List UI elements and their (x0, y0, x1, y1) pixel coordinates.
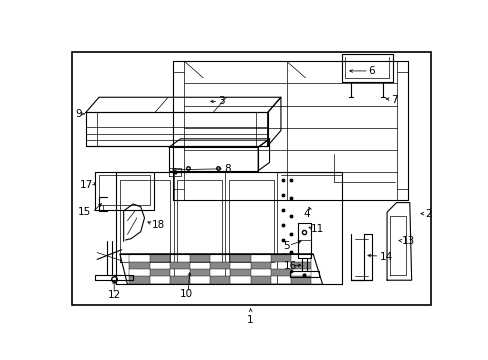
Bar (210, 262, 230, 269)
Bar (189, 269, 210, 276)
Bar (270, 269, 290, 276)
Text: 11: 11 (311, 224, 324, 234)
Text: 7: 7 (390, 95, 397, 105)
Text: 12: 12 (107, 291, 121, 301)
Bar (189, 255, 210, 262)
Text: 17: 17 (80, 180, 93, 190)
Bar (169, 262, 189, 269)
Text: 16: 16 (283, 261, 296, 271)
Bar (250, 262, 270, 269)
Bar (129, 262, 149, 269)
Bar (129, 276, 149, 284)
Text: 8: 8 (224, 164, 230, 174)
Text: 3: 3 (218, 96, 224, 107)
Bar (290, 276, 311, 284)
Text: 10: 10 (179, 289, 192, 299)
Bar (250, 276, 270, 284)
Text: 4: 4 (303, 209, 310, 219)
Bar (230, 255, 250, 262)
Bar (290, 262, 311, 269)
Text: 6: 6 (367, 66, 374, 76)
Text: 18: 18 (152, 220, 165, 230)
Text: 15: 15 (78, 207, 91, 217)
Text: 2: 2 (424, 209, 431, 219)
Text: 9: 9 (75, 109, 82, 119)
Bar (230, 269, 250, 276)
Text: 1: 1 (247, 315, 253, 325)
Bar (169, 276, 189, 284)
Bar (270, 255, 290, 262)
Text: 14: 14 (379, 252, 392, 262)
Text: 5: 5 (283, 240, 289, 251)
Bar (149, 269, 169, 276)
Text: 13: 13 (401, 237, 415, 246)
Bar (149, 255, 169, 262)
Bar (210, 276, 230, 284)
